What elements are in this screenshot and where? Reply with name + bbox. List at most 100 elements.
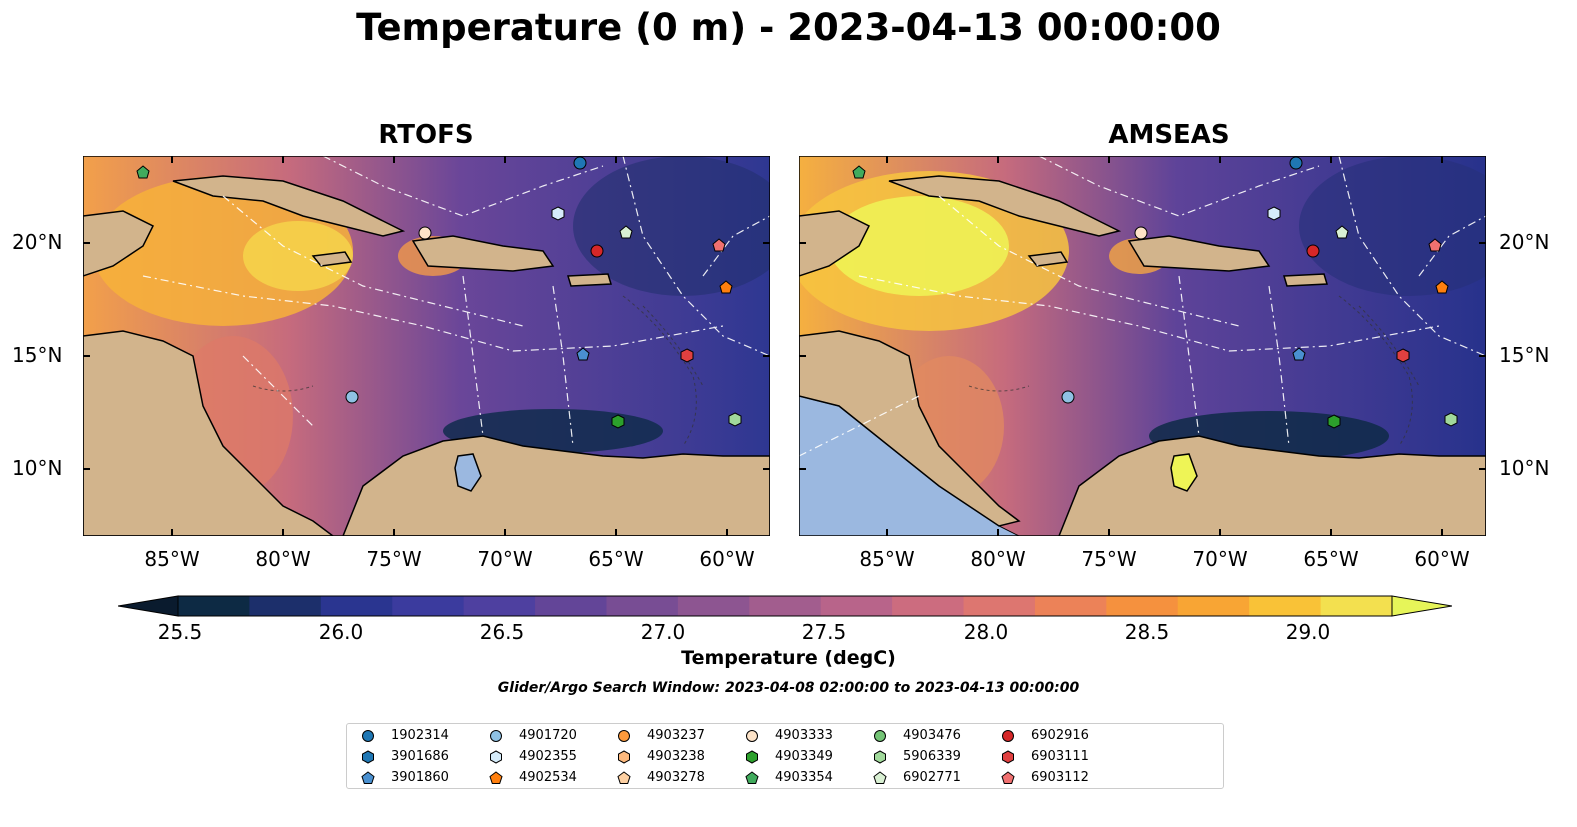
marker-3901860 [1292, 347, 1306, 361]
cool-region [1299, 156, 1486, 296]
marker-4903354 [136, 165, 150, 179]
lat-tick-label: 15°N [12, 343, 63, 367]
legend-item: 4903476 [873, 727, 993, 745]
marker-4902355 [1267, 206, 1281, 221]
south-america-land [1058, 435, 1486, 536]
marker-6903112 [712, 238, 726, 252]
legend-item-label: 4903476 [903, 728, 961, 743]
marker-6902916 [1306, 244, 1320, 258]
legend-item: 6903112 [1001, 769, 1121, 787]
legend-item: 4902355 [489, 748, 609, 766]
pentagon-marker-icon [745, 771, 759, 784]
legend-item: 4903333 [745, 727, 865, 745]
marker-4903349 [611, 414, 625, 429]
warm-core [829, 196, 1009, 296]
legend-item-label: 3901860 [391, 770, 449, 785]
legend-item-label: 6903111 [1031, 749, 1089, 764]
marker-6903111 [1396, 348, 1410, 363]
legend-item-label: 4903349 [775, 749, 833, 764]
marker-4903333 [418, 226, 432, 240]
colorbar-bin [463, 596, 536, 616]
pentagon-marker-icon [1001, 771, 1015, 784]
marker-1902314 [1289, 156, 1303, 170]
legend-item: 6902916 [1001, 727, 1121, 745]
circle-marker-icon [874, 730, 886, 742]
marker-4903349 [1327, 414, 1341, 429]
colorbar-tick-label: 29.0 [1285, 620, 1331, 644]
colorbar-tick-label: 27.5 [801, 620, 847, 644]
search-window-text: Glider/Argo Search Window: 2023-04-08 02… [497, 680, 1080, 696]
lon-tick-label: 75°W [366, 547, 422, 571]
marker-3901860 [576, 347, 590, 361]
lon-tick-label: 65°W [588, 547, 644, 571]
colorbar-bin [1177, 596, 1250, 616]
colorbar-bin [535, 596, 607, 616]
marker-6903111 [680, 348, 694, 363]
lon-tick-label: 80°W [970, 547, 1026, 571]
lon-tick-label: 65°W [1303, 547, 1359, 571]
colorbar-bin [820, 596, 893, 616]
pentagon-marker-icon [617, 771, 631, 784]
central-america-land [83, 330, 335, 536]
legend-item: 3901860 [361, 769, 481, 787]
pentagon-marker-icon [361, 771, 375, 784]
legend-item: 4903349 [745, 748, 865, 766]
colorbar-bin [249, 596, 322, 616]
lon-tick-label: 75°W [1081, 547, 1137, 571]
marker-6903112 [1428, 238, 1442, 252]
lon-tick-label: 60°W [699, 547, 755, 571]
lon-tick-label: 60°W [1414, 547, 1470, 571]
marker-5906339 [1444, 412, 1458, 427]
cuba-land [172, 175, 406, 237]
pentagon-marker-icon [489, 771, 503, 784]
colorbar-frame [177, 595, 1393, 617]
legend-item-label: 4903238 [647, 749, 705, 764]
hispaniola-land [411, 235, 555, 272]
legend-item-label: 4903333 [775, 728, 833, 743]
marker-6902771 [619, 225, 633, 239]
legend-item-label: 5906339 [903, 749, 961, 764]
circle-marker-icon [618, 730, 630, 742]
lon-tick-label: 80°W [255, 547, 311, 571]
legend-item-label: 4903354 [775, 770, 833, 785]
legend-item-label: 4901720 [519, 728, 577, 743]
warm-core [243, 221, 353, 291]
legend-item-label: 6902771 [903, 770, 961, 785]
legend-item: 3901686 [361, 748, 481, 766]
colorbar-bin [963, 596, 1036, 616]
circle-marker-icon [490, 730, 502, 742]
lon-tick-label: 70°W [1192, 547, 1248, 571]
cuba-land [888, 175, 1122, 237]
marker-6902771 [1335, 225, 1349, 239]
circle-marker-icon [362, 730, 374, 742]
eez-boundaries [799, 156, 1486, 457]
jamaica-land [1027, 251, 1069, 267]
map-panel-rtofs [83, 156, 770, 536]
bathymetry-contours [252, 295, 704, 447]
colorbar-extend-low [118, 595, 179, 617]
colorbar-bin [392, 596, 465, 616]
puerto-rico-land [567, 273, 612, 287]
hispaniola-land [1127, 235, 1271, 272]
marker-4901720 [1061, 390, 1075, 404]
colorbar-tick-label: 28.0 [963, 620, 1009, 644]
circle-marker-icon [1002, 730, 1014, 742]
marker-4903333 [1134, 226, 1148, 240]
legend-item-label: 4903237 [647, 728, 705, 743]
legend-item-label: 6902916 [1031, 728, 1089, 743]
lat-tick-label: 10°N [12, 456, 63, 480]
marker-1902314 [573, 156, 587, 170]
legend-item-label: 6903112 [1031, 770, 1089, 785]
lat-tick-label: 10°N [1499, 456, 1550, 480]
eez-boundaries [142, 156, 770, 447]
hexagon-marker-icon [1002, 750, 1014, 764]
legend-item-label: 3901686 [391, 749, 449, 764]
legend: 1902314 3901686 3901860 4901720 4902355 49025… [346, 723, 1224, 789]
colorbar-bin [1249, 596, 1322, 616]
legend-item: 5906339 [873, 748, 993, 766]
yucatan-land [83, 210, 155, 277]
colorbar-bin [1106, 596, 1179, 616]
marker-6902916 [590, 244, 604, 258]
colorbar-tick-label: 28.5 [1124, 620, 1170, 644]
lat-tick-label: 15°N [1499, 343, 1550, 367]
